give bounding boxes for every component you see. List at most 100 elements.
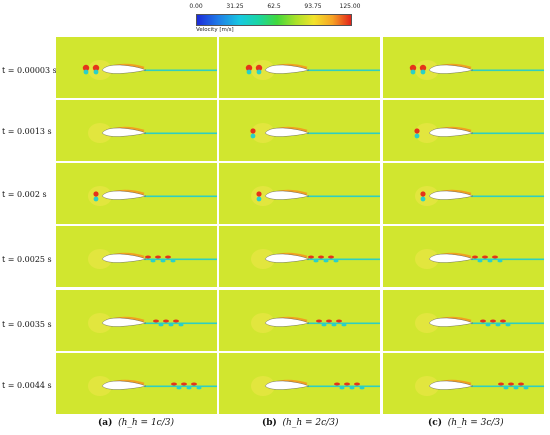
flow-field [88, 249, 217, 269]
wake-vortex [498, 382, 504, 386]
stagnation-halo [415, 376, 439, 396]
wake-vortex [485, 323, 491, 327]
flow-panel [56, 163, 217, 224]
wake-vortex [331, 323, 337, 327]
stagnation-halo [415, 186, 439, 206]
vortex-core [256, 69, 262, 75]
wake-vortex [508, 382, 514, 386]
flow-panel [56, 353, 217, 414]
column-expr-b: (h_h = 2c/3) [282, 418, 339, 428]
colorbar-tick-1: 31.25 [226, 3, 244, 10]
airfoil [264, 190, 310, 200]
wake-vortex [191, 382, 197, 386]
stagnation-halo [251, 123, 275, 143]
vortex-core [93, 191, 99, 197]
wake-line [307, 258, 380, 261]
airfoil [101, 64, 147, 74]
flow-field [88, 123, 217, 143]
colorbar [196, 14, 352, 26]
flow-panel [383, 226, 544, 287]
flow-panel [56, 100, 217, 161]
column-tag-a: (a) [98, 418, 113, 428]
row-label-5: t = 0.0035 s [2, 320, 52, 329]
wake-vortex [155, 255, 161, 259]
vortex-core [93, 196, 99, 202]
wake-line [471, 69, 544, 72]
flow-field [415, 249, 544, 269]
stagnation-halo [251, 249, 275, 269]
flow-panel [383, 290, 544, 351]
row-label-2: t = 0.0013 s [2, 127, 52, 136]
colorbar-tick-2: 62.5 [267, 3, 281, 10]
wake-vortex [354, 382, 360, 386]
colorbar-ticks: 0.00 31.25 62.5 93.75 125.00 [178, 3, 360, 14]
stagnation-halo [251, 186, 275, 206]
wake-vortex [171, 382, 177, 386]
flow-panel [383, 353, 544, 414]
flow-panel [56, 37, 217, 98]
wake-line [144, 195, 217, 198]
wake-vortex [482, 255, 488, 259]
airfoil [428, 253, 474, 263]
wake-vortex [480, 319, 486, 323]
wake-vortex [334, 382, 340, 386]
airfoil [101, 127, 147, 137]
flow-panel [219, 226, 380, 287]
stagnation-halo [88, 249, 112, 269]
wake-line [144, 258, 217, 261]
row-label-6: t = 0.0044 s [2, 381, 52, 390]
colorbar-title: Velocity [m/s] [196, 27, 234, 33]
column-tag-b: (b) [262, 418, 277, 428]
vortex-core [256, 191, 262, 197]
airfoil [428, 380, 474, 390]
wake-vortex [472, 255, 478, 259]
wake-line [471, 258, 544, 261]
flow-panel [219, 290, 380, 351]
flow-field [409, 60, 544, 80]
stagnation-halo [251, 313, 275, 333]
column-label-a: (a) (h_h = 1c/3) [98, 418, 174, 428]
airfoil [101, 380, 147, 390]
vortex-core [83, 69, 89, 75]
stagnation-halo [415, 123, 439, 143]
flow-field [88, 186, 217, 206]
airfoil [101, 253, 147, 263]
wake-line [307, 385, 380, 388]
wake-line [307, 322, 380, 325]
flow-panel [219, 353, 380, 414]
airfoil [264, 64, 310, 74]
column-expr-a: (h_h = 1c/3) [118, 418, 174, 428]
flow-field [414, 123, 544, 143]
wake-vortex [333, 259, 339, 263]
flow-field [415, 313, 544, 333]
stagnation-halo [88, 186, 112, 206]
vortex-core [82, 64, 90, 72]
column-label-b: (b) (h_h = 2c/3) [262, 418, 338, 428]
column-label-c: (c) (h_h = 3c/3) [428, 418, 504, 428]
flow-field [245, 60, 380, 80]
wake-vortex [163, 319, 169, 323]
wake-vortex [500, 319, 506, 323]
wake-vortex [523, 386, 529, 390]
wake-vortex [160, 259, 166, 263]
wake-vortex [349, 386, 355, 390]
colorbar-tick-3: 93.75 [304, 3, 322, 10]
wake-line [307, 195, 380, 198]
vortex-core [420, 196, 426, 202]
stagnation-halo [415, 313, 439, 333]
flow-panel [219, 100, 380, 161]
flow-panel [56, 226, 217, 287]
row-label-3: t = 0.002 s [2, 190, 47, 199]
flow-field [88, 376, 217, 396]
wake-vortex [341, 323, 347, 327]
wake-vortex [173, 319, 179, 323]
wake-line [307, 69, 380, 72]
flow-panel [56, 290, 217, 351]
flow-field [251, 313, 380, 333]
wake-vortex [196, 386, 202, 390]
flow-panel [383, 37, 544, 98]
column-tag-c: (c) [428, 418, 442, 428]
airfoil [264, 317, 310, 327]
vortex-core [410, 69, 416, 75]
airfoil [101, 190, 147, 200]
